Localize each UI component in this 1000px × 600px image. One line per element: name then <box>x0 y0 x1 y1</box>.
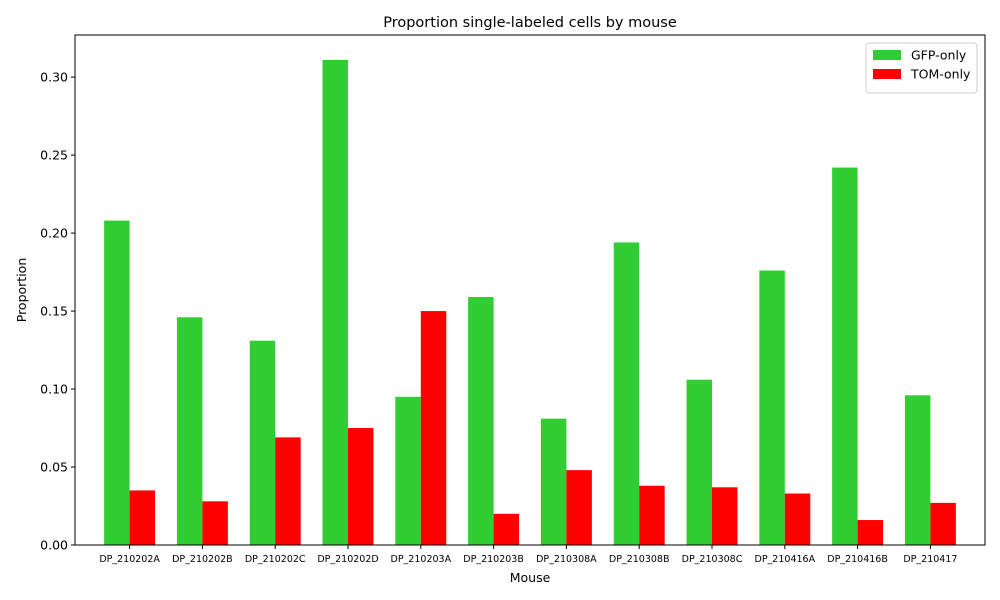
bar-gfp-only-1 <box>104 220 130 545</box>
x-tick-label-6: DP_210203B <box>463 554 524 565</box>
bar-gfp-only-8 <box>613 242 640 545</box>
y-tick-label-5: 0.20 <box>40 226 68 241</box>
axes-frame <box>74 34 986 546</box>
bar-gfp-only-12 <box>904 395 931 545</box>
y-tick-label-7: 0.30 <box>40 70 68 85</box>
x-tick-label-7: DP_210308A <box>536 554 597 565</box>
bar-tom-only-1 <box>129 490 156 545</box>
x-tick-label-11: DP_210416B <box>827 554 888 565</box>
bar-gfp-only-11 <box>832 167 858 545</box>
y-tick-label-3: 0.10 <box>40 382 68 397</box>
bar-gfp-only-6 <box>468 297 494 545</box>
bar-gfp-only-5 <box>395 396 421 545</box>
bar-gfp-only-4 <box>322 59 348 545</box>
x-tick-label-2: DP_210202B <box>172 554 233 565</box>
bar-tom-only-8 <box>639 485 665 545</box>
legend-label-2: TOM-only <box>910 67 971 82</box>
bar-tom-only-10 <box>784 493 811 545</box>
bar-gfp-only-3 <box>249 340 276 545</box>
x-tick-label-5: DP_210203A <box>391 554 452 565</box>
y-tick-label-1: 0.00 <box>40 538 68 553</box>
x-tick-label-9: DP_210308C <box>682 554 743 565</box>
x-tick-label-8: DP_210308B <box>609 554 670 565</box>
legend-swatch-1 <box>873 50 901 60</box>
bar-gfp-only-2 <box>176 317 203 545</box>
x-tick-label-10: DP_210416A <box>755 554 816 565</box>
legend: GFP-only TOM-only <box>865 42 978 94</box>
x-tick-label-4: DP_210202D <box>317 554 378 565</box>
chart-title: Proportion single-labeled cells by mouse <box>383 15 677 31</box>
plot-area: 0.00 0.05 0.10 0.15 0.20 0.25 0.30 DP_210202A DP… <box>40 34 986 565</box>
y-axis-label: Proportion <box>14 258 29 323</box>
bar-gfp-only-9 <box>686 379 712 545</box>
legend-swatch-2 <box>873 69 901 79</box>
y-tick-label-2: 0.05 <box>40 460 68 475</box>
bar-tom-only-3 <box>275 437 301 545</box>
bar-tom-only-7 <box>566 470 592 545</box>
bar-tom-only-11 <box>857 520 884 545</box>
bar-tom-only-5 <box>420 311 447 545</box>
bar-tom-only-4 <box>348 428 374 545</box>
bar-tom-only-6 <box>493 513 520 545</box>
x-tick-label-12: DP_210417 <box>903 554 957 565</box>
bar-tom-only-2 <box>202 501 228 545</box>
legend-label-1: GFP-only <box>911 48 967 63</box>
y-tick-label-6: 0.25 <box>40 148 68 163</box>
x-tick-label-3: DP_210202C <box>245 554 306 565</box>
x-tick-label-1: DP_210202A <box>99 554 160 565</box>
x-axis-label: Mouse <box>510 570 551 585</box>
bar-tom-only-12 <box>930 502 956 545</box>
y-tick-label-4: 0.15 <box>40 304 68 319</box>
bar-tom-only-9 <box>712 487 738 545</box>
bar-gfp-only-7 <box>540 418 567 545</box>
bar-gfp-only-10 <box>759 270 785 545</box>
